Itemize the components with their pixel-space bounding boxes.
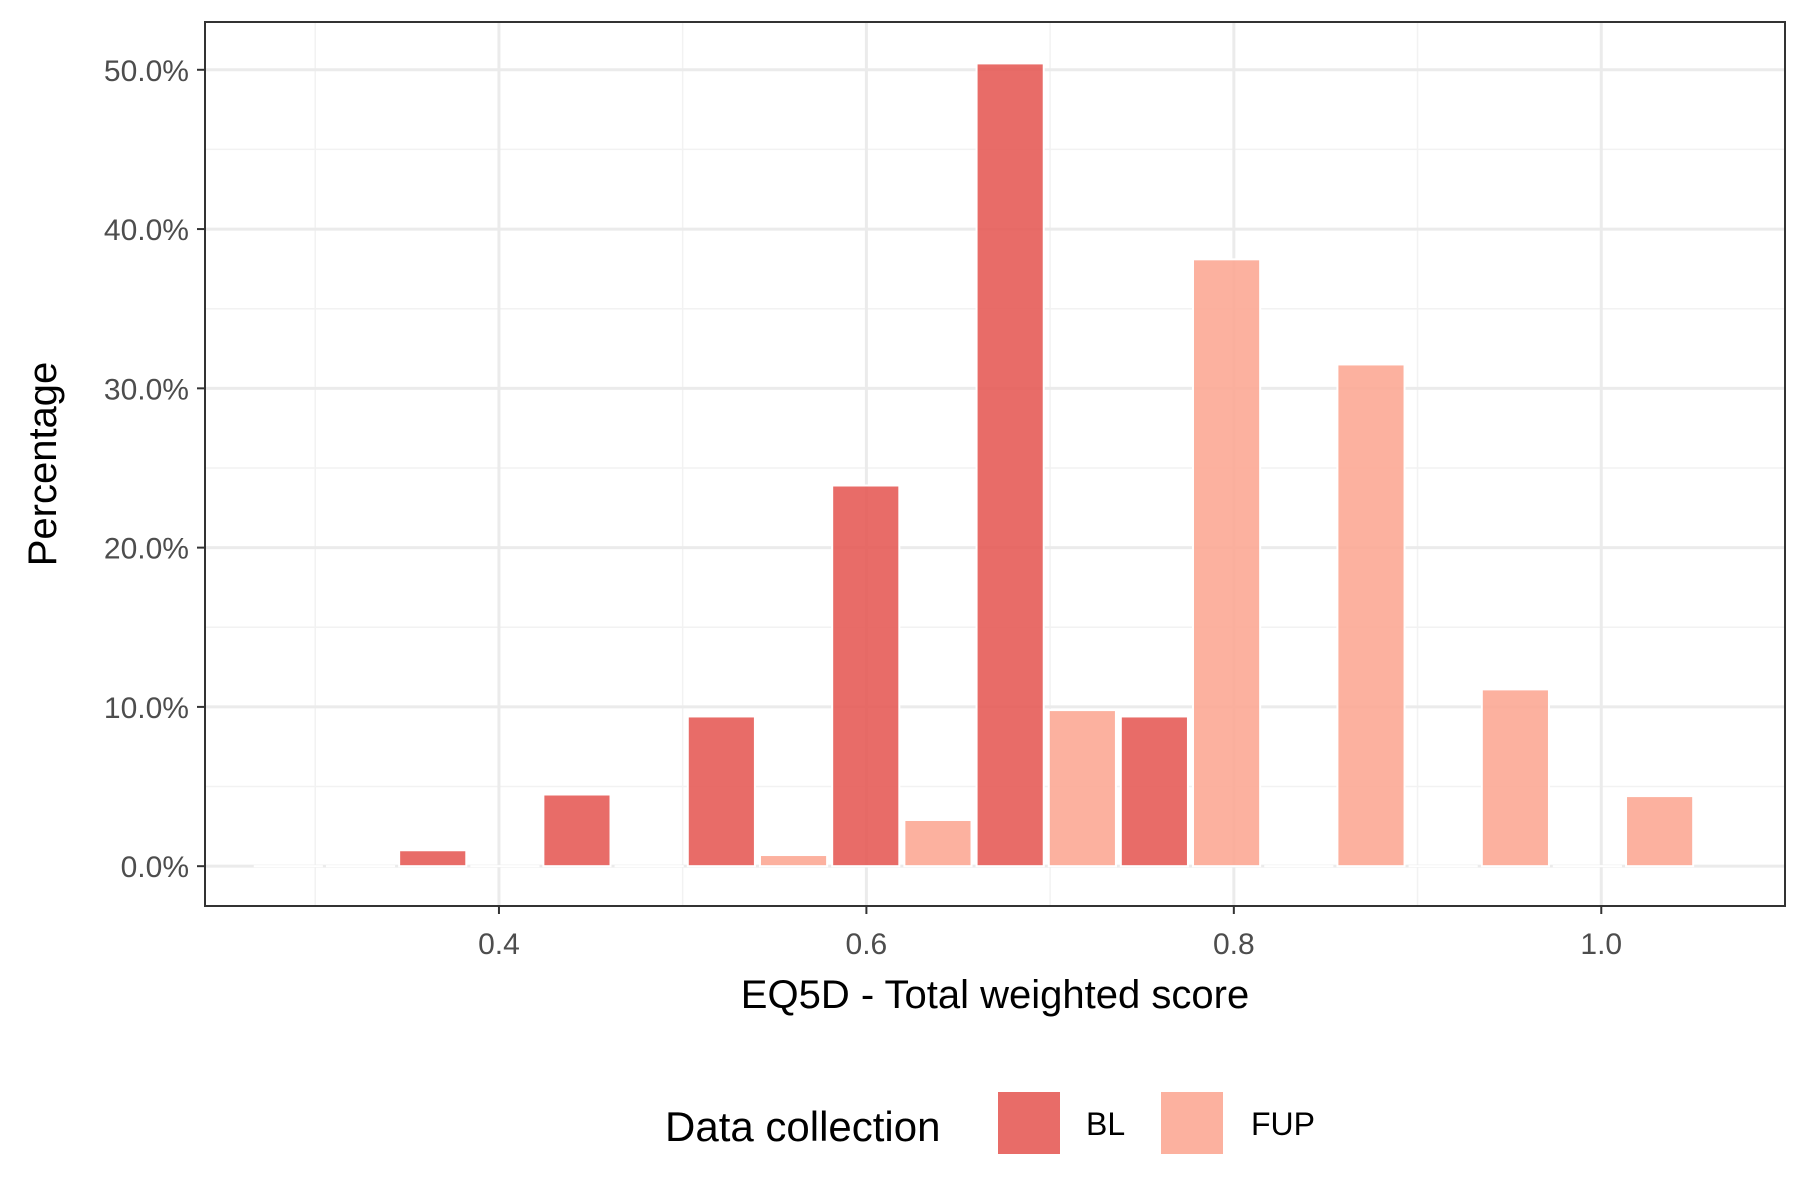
bar-fup [903,818,973,868]
bar-fup [1625,795,1695,868]
x-tick-label: 0.8 [1213,928,1255,961]
bar-bl [686,715,756,868]
x-tick-label: 1.0 [1580,928,1622,961]
y-axis-title: Percentage [21,362,65,567]
y-tick-label: 20.0% [104,533,189,566]
y-tick-label: 30.0% [104,373,189,406]
bar-bl [975,62,1045,868]
x-tick-label: 0.4 [478,928,520,961]
bar-bl [1119,715,1189,868]
bar-bl [398,849,468,868]
legend-title: Data collection [665,1103,940,1150]
legend: Data collection BL FUP [665,1092,1315,1154]
bar-fup [1336,363,1406,868]
bar-fup [1192,258,1262,868]
bar-bl [831,484,901,868]
legend-label-bl: BL [1086,1106,1125,1142]
x-tick-label: 0.6 [846,928,888,961]
legend-label-fup: FUP [1251,1106,1315,1142]
ticks-layer: 0.4 0.6 0.8 1.0 0.0% 10.0% 20.0% 30.0% 40.0% 50.0… [104,55,1622,961]
legend-key-fup [1161,1092,1223,1154]
bar-fup [1480,688,1550,868]
y-tick-label: 50.0% [104,55,189,88]
x-axis-title: EQ5D - Total weighted score [741,973,1249,1017]
bar-fup [1047,709,1117,868]
bar-fup [758,854,829,868]
y-tick-label: 40.0% [104,214,189,247]
y-tick-label: 0.0% [121,851,189,884]
legend-key-bl [998,1092,1060,1154]
bars-layer [253,62,1695,868]
y-tick-label: 10.0% [104,692,189,725]
panel-border [204,21,1786,907]
bar-bl [542,793,612,868]
